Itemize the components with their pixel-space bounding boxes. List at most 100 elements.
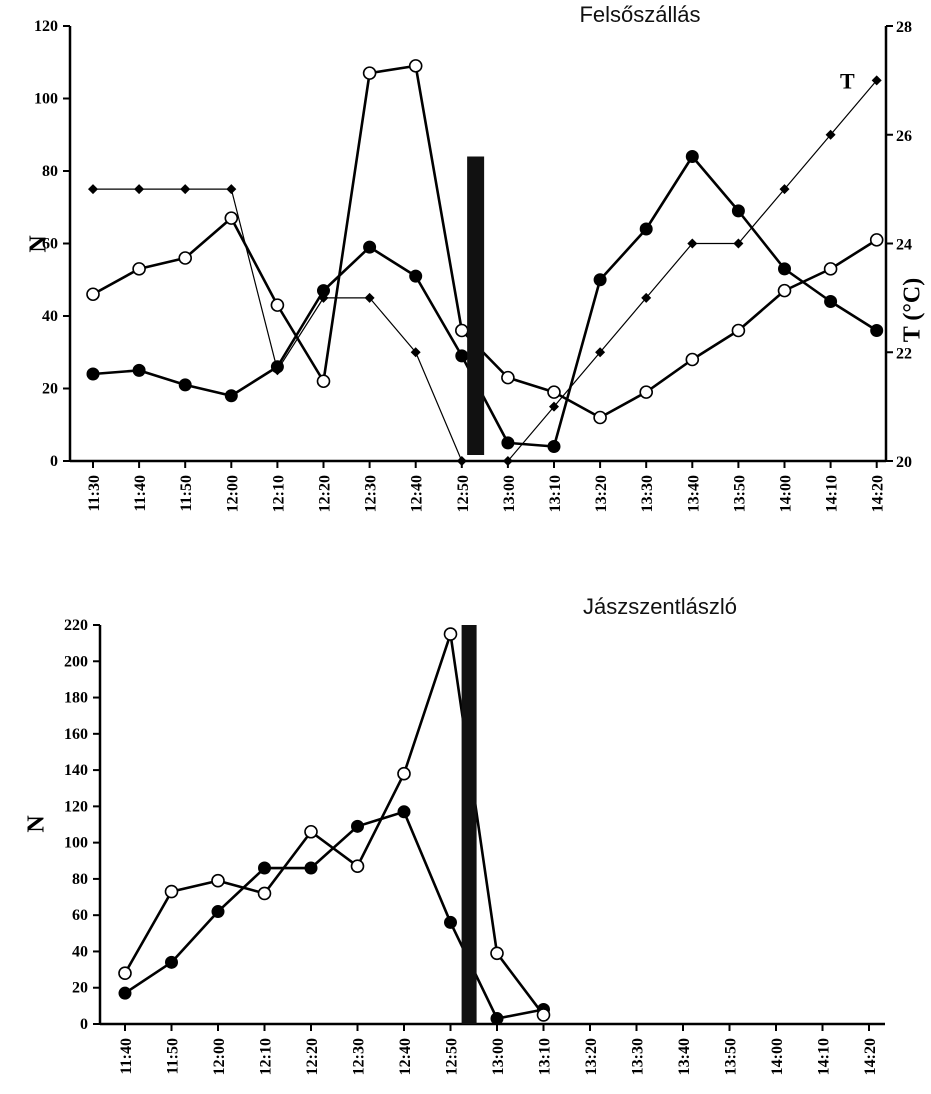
x-tick-label: 13:10	[547, 475, 564, 512]
data-point	[364, 292, 375, 303]
y-axis-title: N	[24, 815, 50, 833]
y2-axis-title: T (°C)	[900, 278, 926, 343]
data-point	[824, 295, 838, 308]
x-tick-label: 12:10	[270, 475, 287, 512]
y-tick-label: 180	[64, 690, 88, 707]
event-bar	[467, 156, 485, 455]
data-point	[132, 262, 146, 276]
x-tick-label: 13:40	[685, 475, 702, 512]
x-tick-label: 13:50	[731, 475, 748, 512]
series-1	[118, 627, 551, 1022]
data-point	[778, 262, 791, 276]
data-point	[88, 184, 98, 195]
x-tick-label: 12:30	[351, 1038, 368, 1075]
data-point	[639, 222, 653, 236]
x-tick-label: 12:50	[444, 1038, 461, 1075]
series-0	[86, 150, 884, 453]
series-0	[118, 805, 550, 1026]
x-tick-label: 11:40	[118, 1038, 135, 1074]
y2-tick-label: 20	[896, 454, 912, 471]
data-point	[501, 436, 515, 450]
data-point	[86, 287, 100, 302]
x-tick-label: 13:50	[723, 1038, 740, 1075]
data-point	[304, 861, 318, 875]
y-tick-label: 40	[72, 943, 88, 960]
y-tick-label: 20	[72, 980, 88, 997]
x-tick-label: 14:10	[816, 1038, 833, 1075]
y-tick-label: 80	[42, 163, 58, 180]
x-tick-label: 12:00	[224, 475, 241, 512]
series-line	[92, 64, 878, 419]
series-line	[93, 79, 878, 462]
data-point	[226, 184, 237, 195]
data-point	[871, 75, 882, 86]
data-point	[258, 861, 271, 875]
x-tick-label: 12:10	[258, 1038, 275, 1075]
x-tick-label: 13:20	[583, 1038, 600, 1075]
data-point	[224, 211, 239, 225]
y-tick-label: 100	[34, 91, 58, 108]
x-tick-label: 12:50	[455, 475, 472, 512]
data-point	[443, 627, 458, 641]
x-tick-label: 12:40	[397, 1038, 414, 1075]
data-point	[164, 884, 179, 899]
x-tick-label: 13:30	[630, 1038, 647, 1075]
y2-tick-label: 24	[896, 237, 912, 254]
data-point	[178, 378, 192, 392]
data-point	[211, 905, 225, 919]
y-tick-label: 60	[42, 236, 58, 253]
data-point	[490, 1012, 504, 1026]
y-tick-label: 0	[50, 453, 58, 470]
data-point	[823, 262, 838, 276]
x-tick-label: 13:40	[676, 1038, 693, 1075]
data-point	[685, 352, 700, 367]
data-point	[272, 365, 283, 376]
chart-title: Felsőszállás	[579, 2, 700, 27]
data-point	[132, 363, 146, 377]
y-tick-label: 200	[64, 653, 88, 670]
data-point	[536, 1008, 551, 1022]
data-point	[134, 184, 145, 195]
data-point	[501, 370, 515, 385]
data-point	[351, 819, 364, 833]
data-point	[304, 824, 318, 839]
data-point	[397, 805, 411, 819]
data-point	[593, 273, 607, 287]
data-point	[641, 292, 652, 303]
data-point	[224, 389, 238, 403]
x-tick-label: 13:00	[490, 1038, 507, 1075]
data-point	[362, 66, 377, 80]
series-line	[92, 155, 878, 448]
data-point	[318, 292, 329, 303]
data-point	[118, 986, 132, 1000]
y-tick-label: 60	[72, 907, 88, 924]
x-tick-label: 14:00	[769, 1038, 786, 1075]
y-tick-label: 120	[34, 18, 58, 35]
y-tick-label: 100	[64, 835, 88, 852]
data-point	[180, 184, 191, 195]
y-tick-label: 220	[64, 617, 88, 634]
data-point	[593, 410, 607, 425]
y2-tick-label: 22	[896, 345, 912, 362]
data-point	[455, 349, 469, 363]
data-point	[869, 233, 884, 247]
x-tick-label: 14:20	[870, 475, 887, 512]
data-point	[350, 859, 365, 874]
data-point	[547, 440, 561, 453]
data-point	[316, 374, 331, 389]
data-point	[165, 955, 178, 969]
x-tick-label: 14:00	[778, 475, 795, 512]
data-point	[639, 385, 654, 399]
y2-tick-label: 26	[896, 128, 912, 145]
data-point	[733, 238, 744, 249]
data-point	[685, 150, 699, 163]
data-point	[547, 385, 561, 399]
data-point	[779, 184, 790, 195]
event-bar	[461, 625, 477, 1024]
data-point	[257, 886, 272, 901]
x-tick-label: 12:40	[409, 475, 426, 512]
data-point	[595, 347, 606, 358]
x-tick-label: 13:00	[501, 475, 518, 512]
series-1	[86, 59, 884, 425]
